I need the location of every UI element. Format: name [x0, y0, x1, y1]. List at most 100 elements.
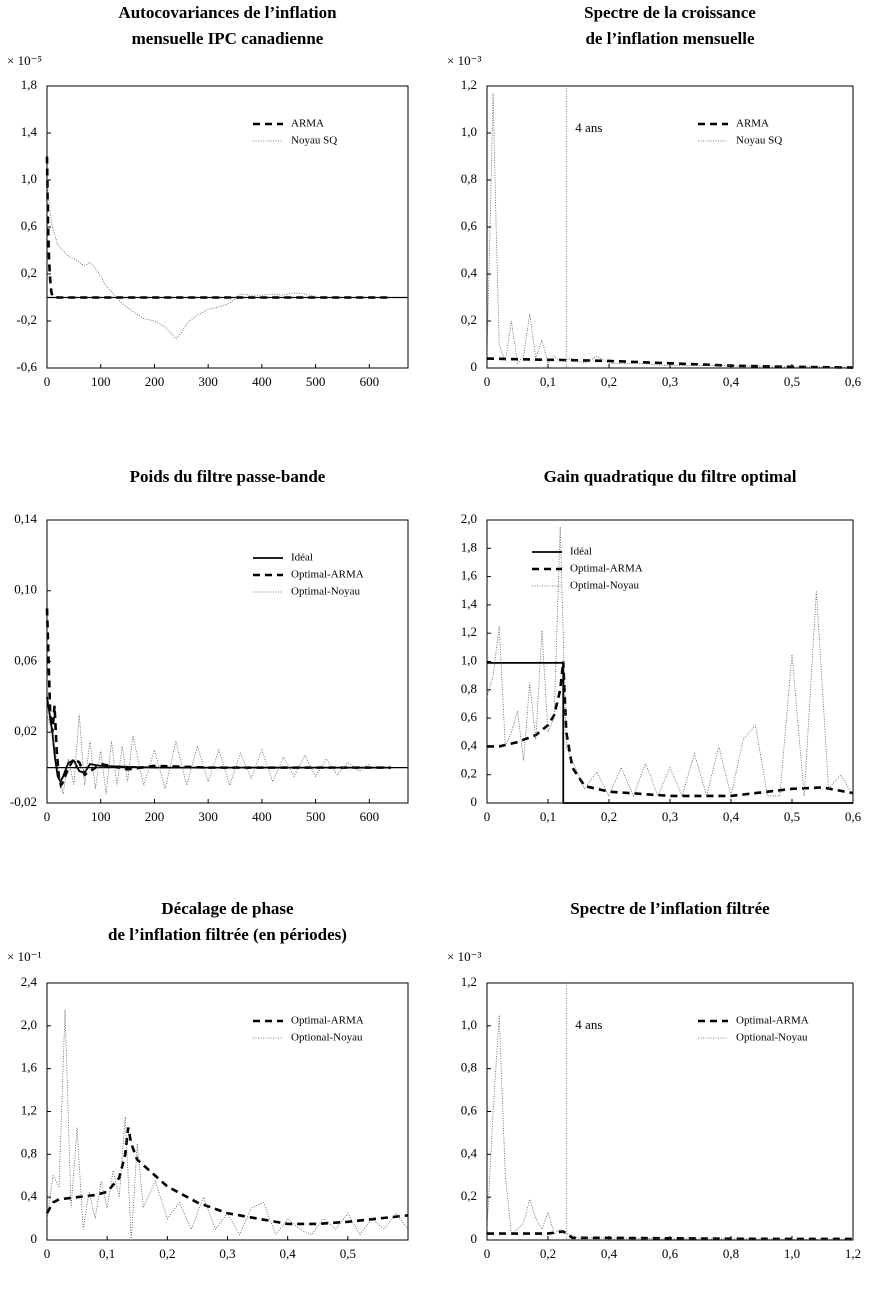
legend-label: ARMA — [291, 118, 324, 130]
y-tick-label: 0 — [31, 1231, 38, 1246]
x-tick-label: 0,1 — [99, 1246, 115, 1261]
series-line — [46, 1009, 409, 1241]
y-tick-label: 0,4 — [461, 737, 478, 752]
axis-multiplier: × 10⁻³ — [447, 949, 481, 964]
x-tick-label: 0 — [484, 374, 491, 389]
x-tick-label: 1,0 — [784, 1246, 800, 1261]
x-tick-label: 0 — [484, 809, 491, 824]
y-tick-label: 1,0 — [21, 171, 37, 186]
y-tick-label: 1,2 — [461, 624, 477, 639]
x-tick-label: 0,6 — [845, 374, 862, 389]
series-line — [45, 156, 391, 299]
legend-label: Optimal-Noyau — [570, 580, 640, 592]
series-line — [487, 1230, 853, 1241]
y-tick-label: 0,6 — [461, 1102, 478, 1117]
series-line — [487, 661, 854, 798]
y-tick-label: 0 — [471, 359, 478, 374]
x-tick-label: 0,2 — [159, 1246, 175, 1261]
x-tick-label: 200 — [145, 374, 165, 389]
y-tick-label: 2,0 — [461, 511, 477, 526]
y-tick-label: 1,4 — [21, 124, 38, 139]
y-tick-label: 0,4 — [461, 1145, 478, 1160]
y-tick-label: 0,6 — [461, 218, 478, 233]
y-tick-label: 2,4 — [21, 974, 38, 989]
x-tick-label: 400 — [252, 374, 272, 389]
plot-frame — [46, 519, 409, 804]
y-tick-label: 0,6 — [461, 709, 478, 724]
x-tick-label: 300 — [198, 809, 218, 824]
legend-label: Noyau SQ — [736, 135, 782, 147]
y-tick-label: 1,2 — [461, 77, 477, 92]
x-tick-label: 0,6 — [845, 809, 862, 824]
y-tick-label: -0,6 — [16, 359, 37, 374]
series-line — [45, 608, 391, 789]
y-tick-label: 0,14 — [14, 511, 37, 526]
y-tick-label: 1,2 — [21, 1102, 37, 1117]
x-tick-label: 600 — [360, 374, 380, 389]
annotation-text: 4 ans — [575, 120, 602, 135]
y-tick-label: 0,4 — [461, 265, 478, 280]
series-line — [487, 662, 853, 804]
chart-title: Spectre de l’inflation filtrée — [570, 899, 770, 918]
y-tick-label: 0,8 — [21, 1145, 37, 1160]
axis-multiplier: × 10⁻³ — [447, 53, 481, 68]
plot-frame — [486, 85, 854, 369]
y-tick-label: 1,8 — [21, 77, 37, 92]
chart-title: Poids du filtre passe-bande — [130, 467, 326, 486]
y-tick-label: 0,10 — [14, 582, 37, 597]
panel: Poids du filtre passe-bande -0,02 0,02 0,06… — [10, 467, 409, 824]
x-tick-label: 0 — [44, 809, 51, 824]
y-tick-label: 1,0 — [461, 124, 477, 139]
x-tick-label: 0,5 — [784, 809, 800, 824]
y-tick-label: 1,0 — [461, 652, 477, 667]
x-tick-label: 300 — [198, 374, 218, 389]
panel: Décalage de phase de l’inflation filtrée … — [7, 899, 409, 1261]
x-tick-label: 0,4 — [280, 1246, 297, 1261]
legend-label: Optimal-ARMA — [570, 563, 643, 575]
x-tick-label: 0 — [44, 374, 51, 389]
x-tick-label: 0,1 — [540, 374, 556, 389]
y-tick-label: 1,2 — [461, 974, 477, 989]
y-tick-label: 1,6 — [461, 568, 478, 583]
y-tick-label: 0,8 — [461, 681, 477, 696]
x-tick-label: 400 — [252, 809, 272, 824]
legend-label: Optional-Noyau — [291, 1032, 363, 1044]
legend-label: Optimal-ARMA — [291, 569, 364, 581]
y-tick-label: 0,8 — [461, 1060, 477, 1075]
y-tick-label: 1,6 — [21, 1060, 38, 1075]
x-tick-label: 0,2 — [601, 374, 617, 389]
y-tick-label: 1,0 — [461, 1017, 477, 1032]
y-tick-label: 0,2 — [461, 312, 477, 327]
x-tick-label: 0,6 — [662, 1246, 679, 1261]
legend-label: ARMA — [736, 118, 769, 130]
x-tick-label: 0 — [484, 1246, 491, 1261]
chart-title: mensuelle IPC canadienne — [132, 29, 324, 48]
x-tick-label: 500 — [306, 374, 326, 389]
chart-title: Gain quadratique du filtre optimal — [544, 467, 797, 486]
x-tick-label: 1,2 — [845, 1246, 861, 1261]
x-tick-label: 0,5 — [340, 1246, 356, 1261]
legend-label: Idéal — [570, 546, 592, 558]
chart-title: de l’inflation mensuelle — [585, 29, 755, 48]
x-tick-label: 0,3 — [219, 1246, 235, 1261]
y-tick-label: 0,4 — [21, 1188, 38, 1203]
chart-title: Décalage de phase — [161, 899, 294, 918]
x-tick-label: 0 — [44, 1246, 51, 1261]
x-tick-label: 100 — [91, 809, 111, 824]
x-tick-label: 0,4 — [723, 374, 740, 389]
chart-title: de l’inflation filtrée (en périodes) — [108, 925, 347, 944]
x-tick-label: 0,1 — [540, 809, 556, 824]
legend-label: Optimal-Noyau — [291, 586, 361, 598]
x-tick-label: 0,5 — [784, 374, 800, 389]
legend-label: Noyau SQ — [291, 135, 337, 147]
x-tick-label: 600 — [360, 809, 380, 824]
legend-label: Idéal — [291, 552, 313, 564]
x-tick-label: 0,2 — [601, 809, 617, 824]
panel: Spectre de l’inflation filtrée × 10⁻³ 0 0,2… — [447, 899, 861, 1261]
x-tick-label: 0,2 — [540, 1246, 556, 1261]
y-tick-label: 0,2 — [461, 766, 477, 781]
series-line — [46, 696, 391, 784]
plot-frame — [486, 519, 854, 804]
x-tick-label: 200 — [145, 809, 165, 824]
